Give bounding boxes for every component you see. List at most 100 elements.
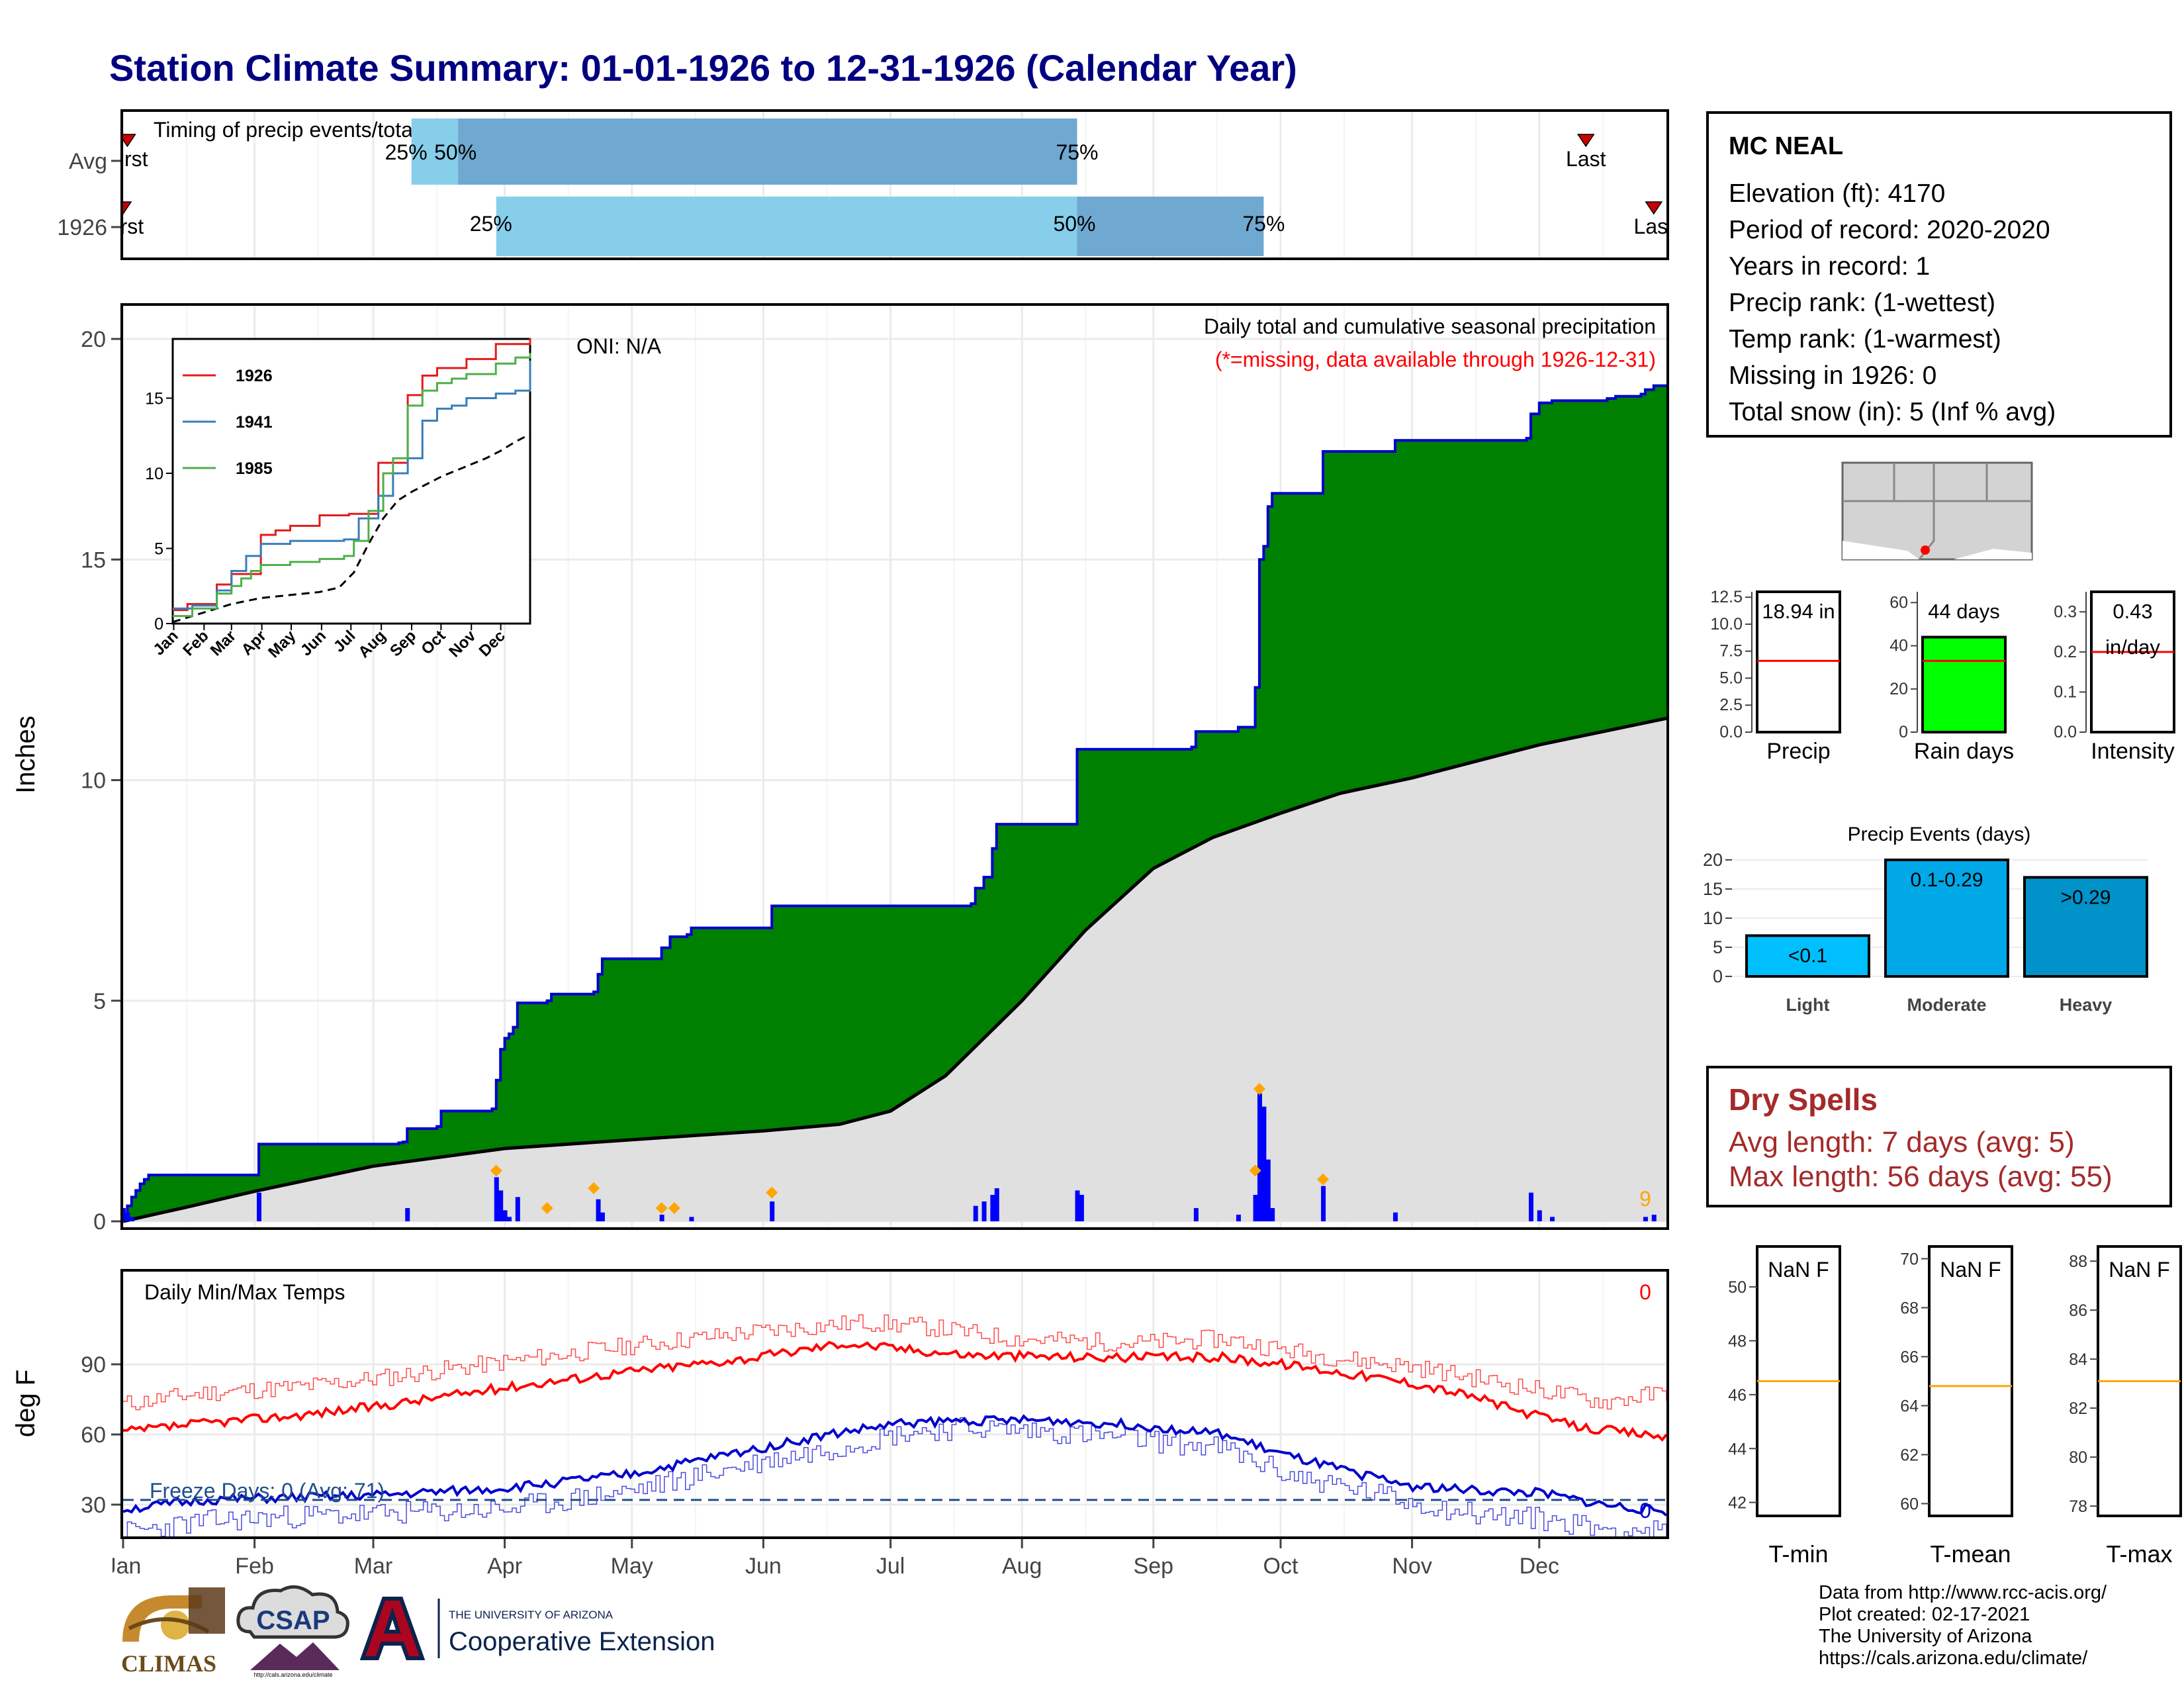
footer-line-univ: The University of Arizona <box>1819 1626 2032 1647</box>
daily-precip-bar-22 <box>1236 1215 1241 1221</box>
tbox-category-label-1: T-mean <box>1930 1540 2011 1568</box>
annual-category-label-0: Precip <box>1766 739 1830 764</box>
timing-first-label-1: First <box>123 214 144 238</box>
daily-precip-bar-23 <box>1253 1195 1258 1221</box>
normal-precip-line <box>123 716 1666 1223</box>
snow-marker-1 <box>541 1202 553 1215</box>
temperature-summary-boxes: 42 44 46 48 50 NaN F T-min 60 62 64 66 68 70 NaN F T-m… <box>1728 1245 2182 1568</box>
timing-q75-label-1: 75% <box>1242 212 1285 236</box>
tbox-ytick-label-0-1: 44 <box>1728 1440 1747 1458</box>
precip-ytick-label-4: 20 <box>81 327 106 352</box>
station-missing: Missing in 1926: 0 <box>1729 361 1937 390</box>
snow-marker-7 <box>1253 1083 1265 1096</box>
timing-q25-label-0: 25% <box>385 140 428 164</box>
locator-map <box>1841 461 2033 561</box>
daily-precip-bar-12 <box>659 1215 664 1221</box>
tbox-ytick-label-1-0: 60 <box>1900 1495 1919 1514</box>
inset-normal-line <box>172 433 531 624</box>
temp-ytick-label-2: 90 <box>81 1352 106 1378</box>
events-category-label-0: Light <box>1786 995 1830 1015</box>
temp-ytick-label-1: 60 <box>81 1423 106 1448</box>
events-bar-label-2: >0.29 <box>2061 886 2111 908</box>
timing-first-label-0: First <box>123 147 148 171</box>
events-ytick-label-3: 15 <box>1703 879 1723 899</box>
ua-block-a-icon <box>359 1597 426 1660</box>
annual-ytick-label-0-0: 0.0 <box>1719 723 1743 741</box>
dry-spells-avg: Avg length: 7 days (avg: 5) <box>1729 1126 2075 1158</box>
dry-spells-title: Dry Spells <box>1729 1082 1878 1117</box>
inset-xtick-label-3: Apr <box>238 627 270 659</box>
inset-frame <box>171 338 531 625</box>
month-label-2: Mar <box>354 1554 393 1579</box>
station-snow: Total snow (in): 5 (Inf % avg) <box>1729 398 2056 426</box>
daily-precip-bar-14 <box>770 1201 775 1221</box>
snow-marker-4 <box>668 1202 680 1215</box>
daily-precip-bar-9 <box>515 1197 520 1221</box>
station-elevation: Elevation (ft): 4170 <box>1729 179 1946 208</box>
tbox-ytick-label-1-2: 64 <box>1900 1397 1919 1416</box>
daily-precip-bar-3 <box>257 1192 262 1221</box>
station-temp-rank: Temp rank: (1-warmest) <box>1729 325 2001 353</box>
tbox-ytick-label-1-5: 70 <box>1900 1250 1919 1269</box>
timing-y-axis: Avg 1926 <box>57 149 120 240</box>
tbox-value-label-2: NaN F <box>2109 1258 2169 1282</box>
timing-title: Timing of precip events/totals <box>154 118 428 142</box>
inset-ytick-label-0: 0 <box>154 615 163 633</box>
annual-ytick-label-1-3: 60 <box>1889 593 1908 612</box>
daily-precip-bar-16 <box>981 1201 987 1221</box>
mexico-area-east <box>1954 549 2032 559</box>
month-label-5: Jun <box>745 1554 782 1579</box>
snow-marker-2 <box>588 1182 600 1195</box>
temp-chart-title: Daily Min/Max Temps <box>144 1280 345 1304</box>
timing-q50-label-0: 50% <box>434 140 477 164</box>
station-info-box: MC NEAL Elevation (ft): 4170 Period of r… <box>1706 111 2172 438</box>
tmin-daily-line <box>126 1417 1666 1536</box>
annual-ytick-label-2-3: 0.3 <box>2054 602 2077 621</box>
events-bar-moderate <box>1884 859 2009 978</box>
daily-precip-bar-27 <box>1270 1208 1275 1221</box>
annual-ytick-label-1-1: 20 <box>1889 680 1908 698</box>
daily-precip-bar-1 <box>125 1212 130 1221</box>
tbox-ytick-label-2-1: 80 <box>2069 1448 2087 1467</box>
month-label-0: Jan <box>113 1554 141 1579</box>
daily-precip-bar-2 <box>129 1217 134 1221</box>
annual-value-label-1: 44 days <box>1928 600 2000 623</box>
snow-marker-5 <box>766 1186 778 1199</box>
climas-text: CLIMAS <box>121 1650 216 1677</box>
annual-value-label-2: 0.43 <box>2113 600 2152 623</box>
inset-series-line-1985 <box>173 353 531 618</box>
footer-line-date: Plot created: 02-17-2021 <box>1819 1604 2030 1625</box>
month-label-1: Feb <box>235 1554 274 1579</box>
timing-bar-q1-0 <box>411 118 459 185</box>
snow-marker-0 <box>490 1164 502 1177</box>
csap-cloud <box>236 1585 349 1639</box>
timing-bar-q2-1 <box>1077 197 1264 256</box>
precip-y-axis: 0 5 10 15 20 Inches <box>11 327 120 1235</box>
timing-last-marker-1 <box>1645 201 1663 215</box>
inset-xtick-label-8: Sep <box>387 627 420 660</box>
daily-precip-bar-6 <box>498 1190 504 1221</box>
cumulative-precip-line <box>123 384 1666 1221</box>
daily-precip-bar-28 <box>1321 1186 1326 1221</box>
precip-ytick-label-2: 10 <box>81 769 106 794</box>
precip-chart: 9 Daily total and cumulative seasonal pre… <box>123 306 1666 1227</box>
oni-label: ONI: N/A <box>576 334 662 358</box>
annual-category-label-2: Intensity <box>2091 739 2175 764</box>
freeze-days-label: Freeze Days: 0 (Avg: 71) <box>150 1479 385 1503</box>
daily-precip-bar-29 <box>1392 1212 1398 1221</box>
precip-chart-subtitle: (*=missing, data available through 1926-… <box>1215 348 1656 371</box>
annual-ytick-label-0-2: 5.0 <box>1719 669 1743 687</box>
tbox-ytick-label-0-4: 50 <box>1728 1278 1747 1297</box>
footer-line-source: Data from http://www.rcc-acis.org/ <box>1819 1582 2107 1603</box>
events-category-label-2: Heavy <box>2060 995 2113 1015</box>
tbox-ytick-label-0-2: 46 <box>1728 1386 1747 1405</box>
daily-precip-bar-21 <box>1193 1208 1199 1221</box>
dry-spells-box: Dry Spells Avg length: 7 days (avg: 5) M… <box>1706 1066 2172 1207</box>
temp-count-bottom: 0 <box>1639 1499 1651 1523</box>
daily-precip-bar-33 <box>1643 1217 1648 1221</box>
events-ytick-label-2: 10 <box>1703 908 1723 928</box>
station-period: Period of record: 2020-2020 <box>1729 216 2050 244</box>
annual-ytick-label-0-3: 7.5 <box>1719 642 1743 661</box>
annual-category-label-1: Rain days <box>1914 739 2014 764</box>
